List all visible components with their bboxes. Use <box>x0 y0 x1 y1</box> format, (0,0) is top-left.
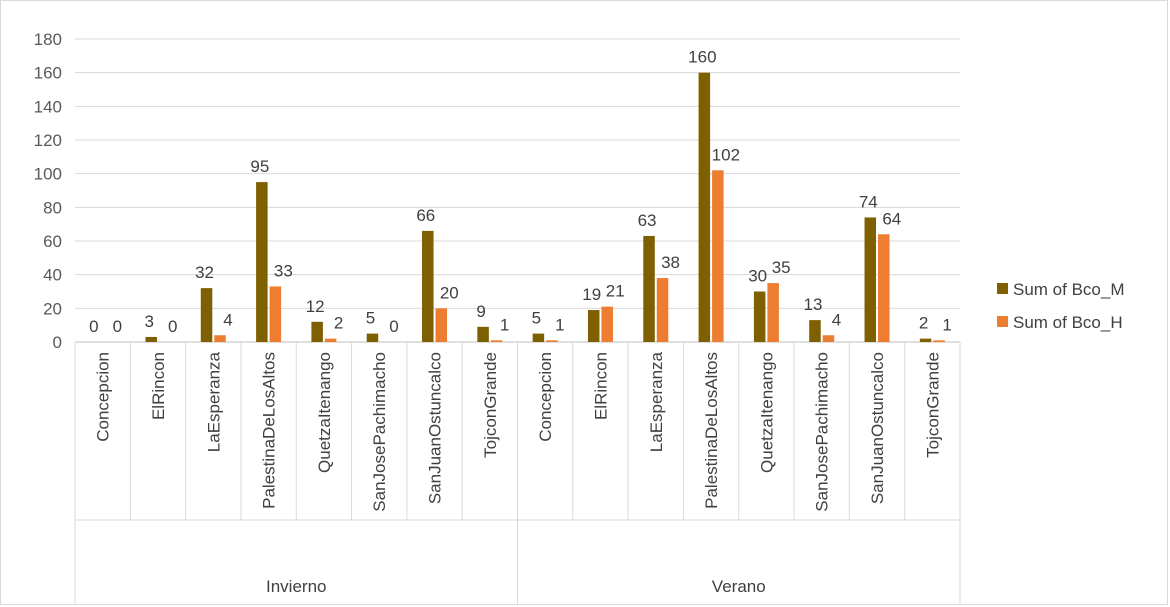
bar <box>256 182 268 342</box>
category-label: LaEsperanza <box>204 351 223 452</box>
data-label: 21 <box>606 282 625 301</box>
data-label: 1 <box>942 315 951 334</box>
data-label: 13 <box>804 295 823 314</box>
data-label: 2 <box>919 314 928 333</box>
legend: Sum of Bco_M Sum of Bco_H <box>997 280 1125 332</box>
data-label: 66 <box>416 206 435 225</box>
group-label: Verano <box>712 577 766 596</box>
bar <box>643 235 655 342</box>
y-tick-label: 100 <box>34 165 62 184</box>
category-label: TojconGrande <box>481 352 500 458</box>
bar <box>477 326 489 342</box>
bar <box>435 308 448 342</box>
category-label: QuetzaItenango <box>757 352 776 473</box>
bars <box>145 72 945 343</box>
y-tick-label: 0 <box>53 333 62 352</box>
bar <box>532 333 545 342</box>
bar <box>490 340 503 342</box>
data-label: 0 <box>89 317 98 336</box>
y-tick-label: 60 <box>43 232 62 251</box>
legend-label: Sum of Bco_H <box>1013 313 1123 332</box>
bar <box>366 333 379 342</box>
data-label: 64 <box>882 209 901 228</box>
bar <box>822 335 835 342</box>
bar <box>656 278 669 342</box>
y-tick-label: 20 <box>43 299 62 318</box>
category-label: Concepcion <box>536 352 555 442</box>
data-label: 0 <box>389 317 398 336</box>
bar <box>422 230 434 342</box>
bar <box>200 288 213 342</box>
data-label: 0 <box>168 317 177 336</box>
bar <box>767 283 779 342</box>
category-label: LaEsperanza <box>647 351 666 452</box>
category-label: SanJosePachimacho <box>370 352 389 512</box>
data-label: 38 <box>661 253 680 272</box>
bar <box>324 338 337 342</box>
data-label: 95 <box>250 157 269 176</box>
legend-label: Sum of Bco_M <box>1013 280 1125 299</box>
bar <box>809 320 821 342</box>
data-label: 33 <box>274 261 293 280</box>
bar <box>269 286 282 342</box>
category-label: Concepcion <box>94 352 113 442</box>
data-label: 2 <box>334 314 343 333</box>
data-label: 4 <box>223 310 232 329</box>
bar <box>546 340 558 342</box>
bar <box>601 306 613 342</box>
category-label: SanJuanOstuncalco <box>426 352 445 504</box>
bar <box>919 338 932 342</box>
bar <box>698 72 711 343</box>
data-label: 3 <box>144 312 153 331</box>
bar <box>214 335 226 342</box>
data-label: 20 <box>440 283 459 302</box>
category-label: ElRincon <box>149 352 168 420</box>
data-label: 1 <box>555 315 564 334</box>
bar <box>311 321 323 342</box>
bar <box>712 170 724 342</box>
legend-swatch <box>997 316 1008 327</box>
data-label: 19 <box>582 285 601 304</box>
category-label: SanJosePachimacho <box>813 352 832 512</box>
data-label: 30 <box>748 267 767 286</box>
data-label: 74 <box>859 192 878 211</box>
data-label: 5 <box>366 309 375 328</box>
data-label: 5 <box>532 309 541 328</box>
y-tick-label: 40 <box>43 266 62 285</box>
y-tick-label: 80 <box>43 198 62 217</box>
data-label: 35 <box>772 258 791 277</box>
data-label: 63 <box>638 211 657 230</box>
y-tick-label: 180 <box>34 30 62 49</box>
group-label: Invierno <box>266 577 326 596</box>
category-label: SanJuanOstuncalco <box>868 352 887 504</box>
data-label: 102 <box>712 145 740 164</box>
data-label: 160 <box>688 48 716 67</box>
data-label: 9 <box>476 302 485 321</box>
data-label: 1 <box>500 315 509 334</box>
category-label: TojconGrande <box>923 352 942 458</box>
data-label: 12 <box>306 297 325 316</box>
y-tick-label: 160 <box>34 64 62 83</box>
bar <box>933 340 945 342</box>
y-tick-label: 140 <box>34 97 62 116</box>
legend-swatch <box>997 283 1008 294</box>
bar <box>864 217 877 342</box>
bar <box>753 291 766 342</box>
category-label: ElRincon <box>591 352 610 420</box>
category-label: QuetzaItenango <box>315 352 334 473</box>
bar <box>145 336 157 342</box>
category-label: PalestinaDeLosAltos <box>702 352 721 509</box>
category-label: PalestinaDeLosAltos <box>260 352 279 509</box>
data-label: 32 <box>195 263 214 282</box>
data-label: 4 <box>832 310 841 329</box>
y-tick-label: 120 <box>34 131 62 150</box>
bar <box>878 234 890 342</box>
bar <box>587 310 600 342</box>
data-label: 0 <box>113 317 122 336</box>
